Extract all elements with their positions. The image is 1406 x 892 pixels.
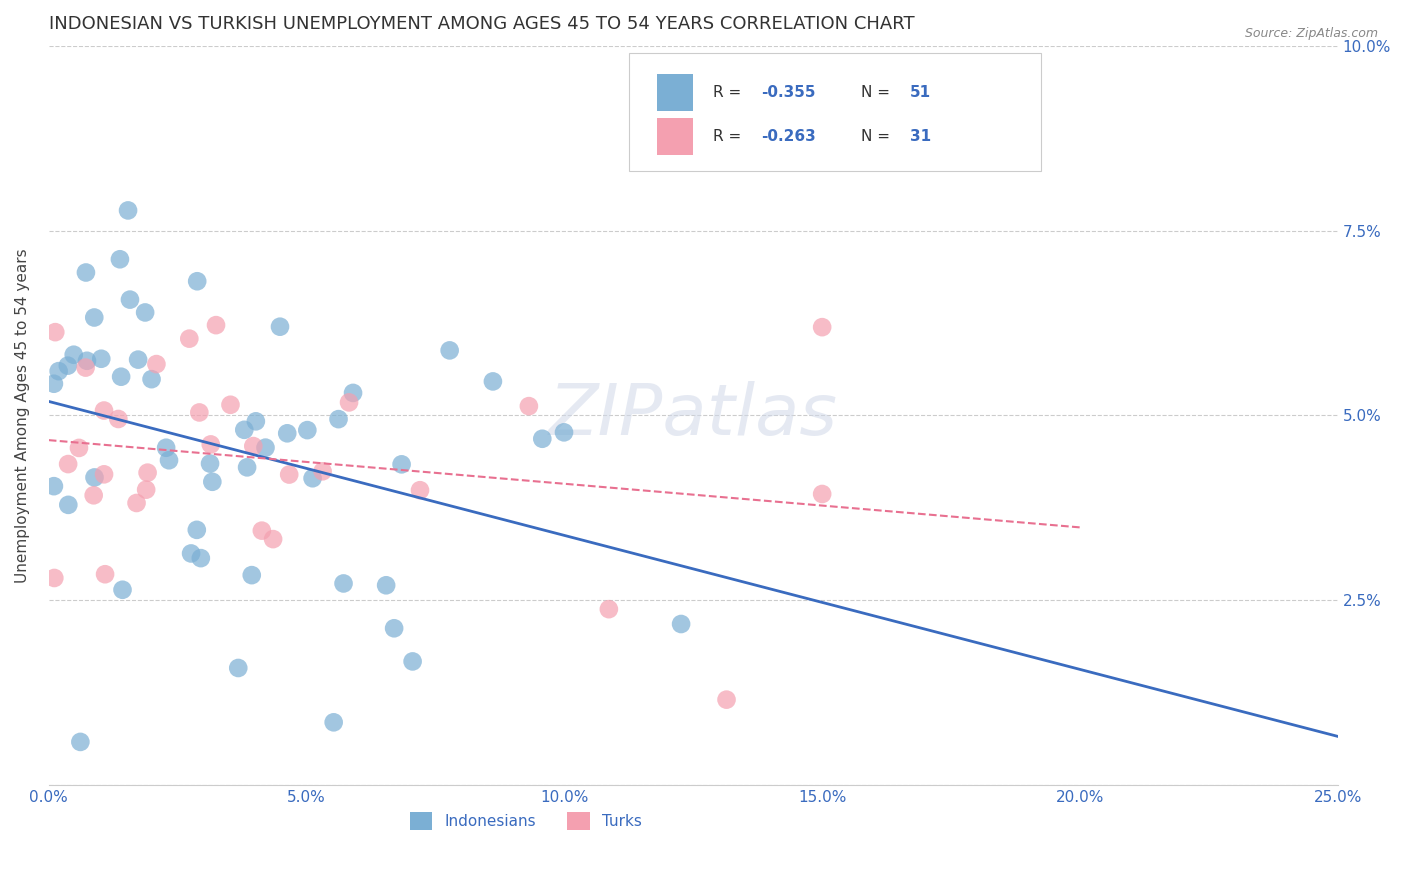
Point <box>517 399 540 413</box>
Point <box>811 320 834 334</box>
Text: R =: R = <box>713 85 745 100</box>
Point <box>669 617 692 632</box>
Point <box>179 332 201 346</box>
Point <box>108 252 131 267</box>
Point <box>262 532 284 546</box>
Point <box>332 576 354 591</box>
Point <box>42 479 65 493</box>
Point <box>254 441 277 455</box>
Point <box>107 412 129 426</box>
Text: 51: 51 <box>910 85 931 100</box>
Bar <box>657 74 693 111</box>
Point <box>242 439 264 453</box>
Text: Source: ZipAtlas.com: Source: ZipAtlas.com <box>1244 27 1378 40</box>
Point <box>180 546 202 560</box>
Point <box>337 395 360 409</box>
Point <box>69 735 91 749</box>
Point <box>190 551 212 566</box>
Point <box>83 310 105 325</box>
Point <box>301 471 323 485</box>
Point <box>482 375 505 389</box>
Text: N =: N = <box>860 129 894 145</box>
Point <box>531 432 554 446</box>
Point <box>322 715 344 730</box>
Point <box>76 353 98 368</box>
Point <box>205 318 228 333</box>
Point <box>127 352 149 367</box>
Point <box>297 423 319 437</box>
Text: INDONESIAN VS TURKISH UNEMPLOYMENT AMONG AGES 45 TO 54 YEARS CORRELATION CHART: INDONESIAN VS TURKISH UNEMPLOYMENT AMONG… <box>49 15 914 33</box>
Point <box>276 426 298 441</box>
Point <box>136 466 159 480</box>
Text: ZIPatlas: ZIPatlas <box>548 381 838 450</box>
Point <box>117 203 139 218</box>
Point <box>83 488 105 502</box>
Point <box>200 437 222 451</box>
Point <box>226 661 249 675</box>
Point <box>94 567 117 582</box>
Point <box>811 487 834 501</box>
Point <box>236 460 259 475</box>
Point <box>145 357 167 371</box>
Point <box>342 385 364 400</box>
Point <box>245 414 267 428</box>
Point <box>598 602 620 616</box>
Point <box>44 571 66 585</box>
Point <box>401 655 423 669</box>
Point <box>269 319 291 334</box>
Point <box>250 524 273 538</box>
Point <box>186 274 208 288</box>
Point <box>201 475 224 489</box>
Point <box>328 412 350 426</box>
Point <box>553 425 575 440</box>
Point <box>186 523 208 537</box>
Point <box>391 458 413 472</box>
Point <box>375 578 398 592</box>
Point <box>134 305 156 319</box>
Point <box>409 483 432 498</box>
Point <box>56 457 79 471</box>
Point <box>62 348 84 362</box>
Point <box>233 423 256 437</box>
Point <box>118 293 141 307</box>
Point <box>75 265 97 279</box>
Point <box>198 457 221 471</box>
Text: -0.355: -0.355 <box>762 85 815 100</box>
Point <box>311 464 333 478</box>
Point <box>56 359 79 373</box>
Point <box>188 405 211 419</box>
Text: N =: N = <box>860 85 894 100</box>
Point <box>240 568 263 582</box>
Point <box>42 376 65 391</box>
Point <box>67 441 90 455</box>
FancyBboxPatch shape <box>628 53 1042 171</box>
Point <box>75 360 97 375</box>
Point <box>111 582 134 597</box>
Point <box>135 483 157 497</box>
Point <box>93 403 115 417</box>
Point <box>439 343 461 358</box>
Y-axis label: Unemployment Among Ages 45 to 54 years: Unemployment Among Ages 45 to 54 years <box>15 248 30 582</box>
Text: -0.263: -0.263 <box>762 129 817 145</box>
Point <box>382 621 405 635</box>
Point <box>110 369 132 384</box>
Point <box>83 470 105 484</box>
Point <box>90 351 112 366</box>
Bar <box>657 118 693 155</box>
Text: R =: R = <box>713 129 745 145</box>
Point <box>716 692 738 706</box>
Text: 31: 31 <box>910 129 931 145</box>
Point <box>125 496 148 510</box>
Point <box>58 498 80 512</box>
Point <box>157 453 180 467</box>
Point <box>278 467 301 482</box>
Point <box>93 467 115 482</box>
Point <box>48 364 70 378</box>
Point <box>44 325 66 339</box>
Legend: Indonesians, Turks: Indonesians, Turks <box>404 805 648 837</box>
Point <box>219 398 242 412</box>
Point <box>141 372 163 386</box>
Point <box>155 441 177 455</box>
